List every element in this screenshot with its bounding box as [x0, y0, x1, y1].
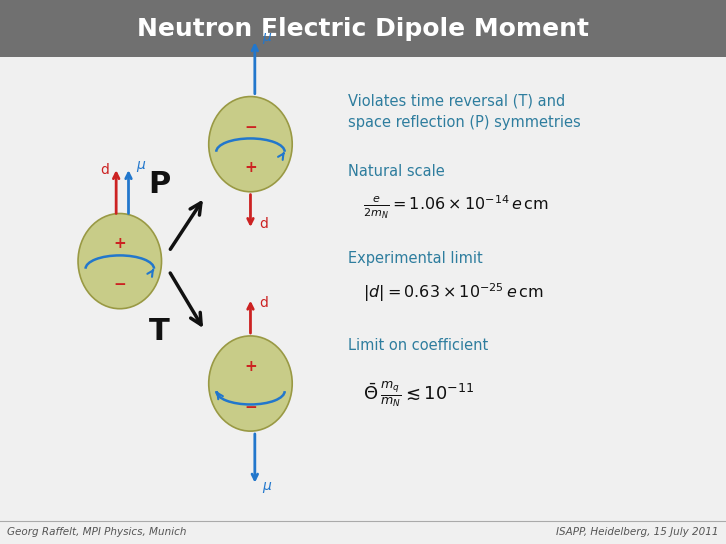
- Text: d: d: [259, 218, 268, 231]
- Text: $\frac{e}{2m_N} = 1.06 \times 10^{-14}\,e\,\mathrm{cm}$: $\frac{e}{2m_N} = 1.06 \times 10^{-14}\,…: [363, 194, 549, 221]
- Text: −: −: [113, 277, 126, 293]
- Text: μ: μ: [262, 30, 271, 44]
- Text: μ: μ: [136, 158, 144, 171]
- Text: ISAPP, Heidelberg, 15 July 2011: ISAPP, Heidelberg, 15 July 2011: [556, 528, 719, 537]
- Text: T: T: [150, 317, 170, 347]
- Text: Experimental limit: Experimental limit: [348, 251, 484, 266]
- Text: Limit on coefficient: Limit on coefficient: [348, 338, 489, 353]
- Text: Georg Raffelt, MPI Physics, Munich: Georg Raffelt, MPI Physics, Munich: [7, 528, 187, 537]
- Text: +: +: [244, 359, 257, 374]
- Text: P: P: [149, 170, 171, 200]
- Text: Neutron Electric Dipole Moment: Neutron Electric Dipole Moment: [137, 17, 589, 41]
- Text: +: +: [113, 237, 126, 251]
- Text: −: −: [244, 120, 257, 134]
- Text: d: d: [100, 163, 109, 177]
- Text: space reflection (P) symmetries: space reflection (P) symmetries: [348, 115, 582, 130]
- Text: d: d: [259, 296, 268, 310]
- Text: Natural scale: Natural scale: [348, 164, 445, 179]
- Text: μ: μ: [262, 479, 271, 492]
- Ellipse shape: [78, 213, 162, 309]
- FancyBboxPatch shape: [0, 0, 726, 57]
- Text: $|d| = 0.63 \times 10^{-25}\,e\,\mathrm{cm}$: $|d| = 0.63 \times 10^{-25}\,e\,\mathrm{…: [363, 281, 544, 304]
- Text: $\bar{\Theta}\,\frac{m_q}{m_N} \lesssim 10^{-11}$: $\bar{\Theta}\,\frac{m_q}{m_N} \lesssim …: [363, 380, 474, 409]
- Text: Violates time reversal (T) and: Violates time reversal (T) and: [348, 93, 566, 108]
- Ellipse shape: [209, 97, 292, 192]
- Ellipse shape: [209, 336, 292, 431]
- Text: −: −: [244, 400, 257, 415]
- Text: +: +: [244, 160, 257, 176]
